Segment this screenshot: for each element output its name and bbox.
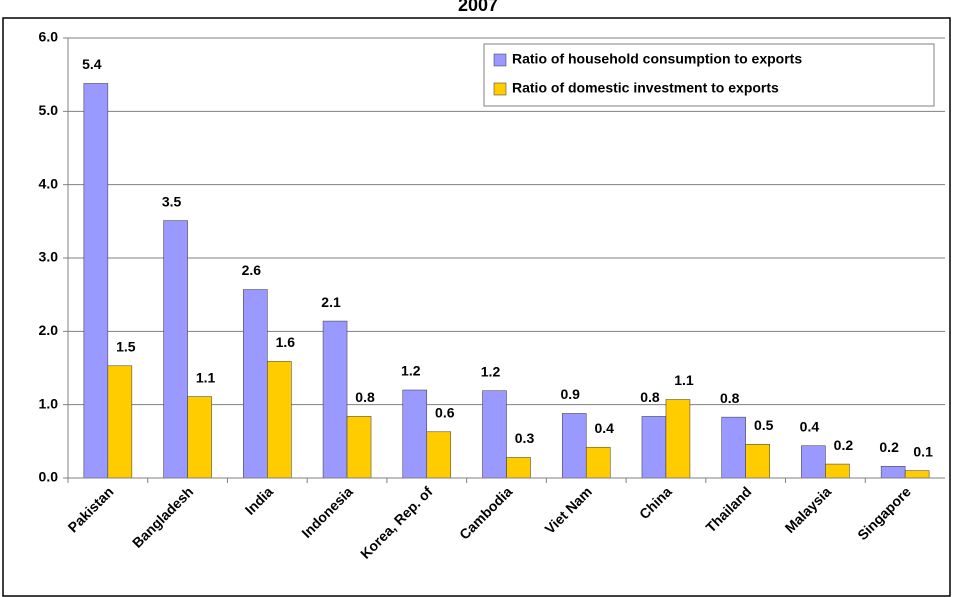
- data-label: 1.1: [196, 369, 216, 385]
- bar: [665, 399, 691, 479]
- chart-frame: [2, 17, 951, 597]
- legend-label: Ratio of domestic investment to exports: [512, 80, 779, 96]
- data-label: 0.4: [800, 418, 820, 434]
- legend-label: Ratio of household consumption to export…: [512, 51, 802, 67]
- bar: [825, 463, 850, 479]
- data-label: 0.6: [435, 405, 455, 421]
- legend-swatch: [493, 82, 507, 96]
- data-label: 1.6: [276, 334, 296, 350]
- bar: [641, 416, 667, 479]
- data-label: 0.5: [754, 417, 774, 433]
- data-label: 1.2: [481, 363, 501, 379]
- data-label: 1.5: [116, 339, 136, 355]
- data-label: 0.2: [879, 439, 899, 455]
- data-label: 0.1: [913, 443, 933, 459]
- y-tick-label: 1.0: [39, 395, 59, 411]
- y-tick-label: 5.0: [39, 102, 59, 118]
- data-label: 1.2: [401, 363, 421, 379]
- bar: [83, 83, 109, 479]
- data-label: 0.8: [355, 389, 375, 405]
- bar: [482, 390, 507, 479]
- bar: [561, 413, 587, 479]
- legend-box: [483, 43, 935, 107]
- data-label: 0.4: [594, 420, 614, 436]
- data-label: 3.5: [162, 193, 182, 209]
- y-tick-label: 6.0: [39, 29, 59, 45]
- bar: [107, 365, 133, 479]
- data-label: 0.8: [720, 390, 740, 406]
- data-label: 0.3: [515, 430, 535, 446]
- data-label: 0.8: [640, 389, 660, 405]
- y-tick-label: 2.0: [39, 322, 59, 338]
- bar: [880, 466, 906, 479]
- data-label: 5.4: [82, 56, 102, 72]
- data-label: 2.6: [242, 262, 262, 278]
- bar: [426, 431, 452, 479]
- bar: [904, 470, 930, 479]
- legend-swatch: [493, 53, 507, 67]
- bar: [745, 444, 770, 479]
- y-tick-label: 4.0: [39, 175, 59, 191]
- bar: [801, 445, 826, 479]
- y-tick-label: 3.0: [39, 249, 59, 265]
- chart-title: 2007: [458, 0, 498, 15]
- bar: [163, 220, 188, 479]
- data-label: 0.9: [560, 386, 580, 402]
- data-label: 0.2: [834, 437, 854, 453]
- y-tick-label: 0.0: [39, 469, 59, 485]
- data-label: 2.1: [321, 294, 341, 310]
- bar: [585, 446, 611, 479]
- bar: [402, 389, 428, 479]
- bar: [322, 320, 348, 479]
- bar: [506, 457, 531, 479]
- bar: [187, 396, 212, 479]
- data-label: 1.1: [674, 372, 694, 388]
- bar: [346, 416, 372, 479]
- bar: [267, 361, 292, 479]
- bar: [243, 289, 268, 479]
- bar: [721, 416, 746, 479]
